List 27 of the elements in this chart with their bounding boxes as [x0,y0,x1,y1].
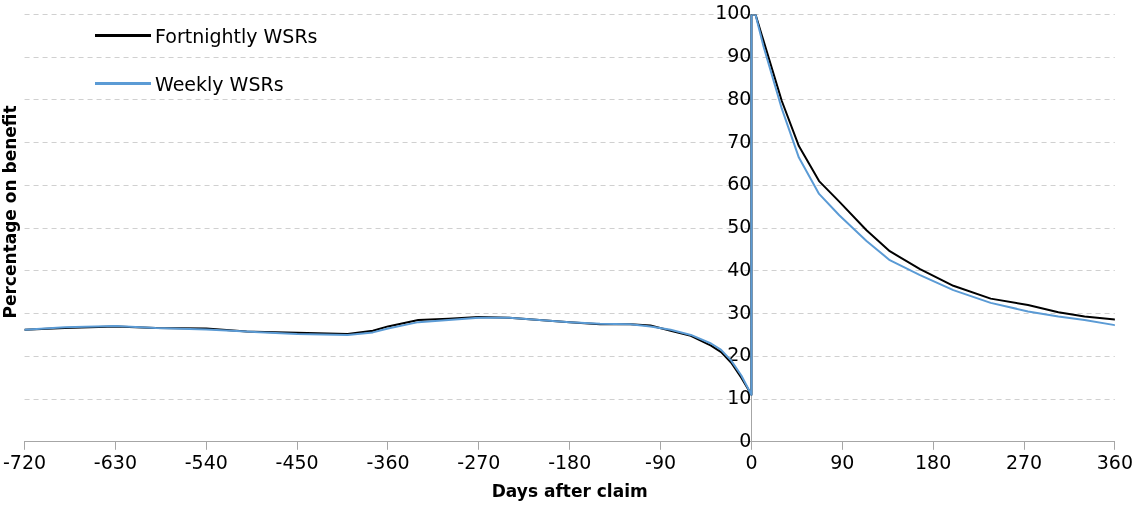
x-tick-label: 270 [1005,451,1043,474]
y-tick-label: 70 [727,129,752,152]
x-tick-label: 180 [915,451,952,474]
x-tick-label: -90 [645,451,677,474]
x-tick-label: -540 [184,451,228,474]
y-tick-label: 60 [727,172,752,195]
x-tick-label: -180 [548,451,592,474]
y-tick-label: 20 [727,343,752,366]
y-tick-label: 30 [727,300,752,323]
x-tick-label: -270 [457,451,501,474]
x-tick-label: 90 [830,451,855,474]
x-tick-label: -450 [275,451,319,474]
x-tick-label: 360 [1096,451,1133,474]
legend-label: Fortnightly WSRs [155,24,318,47]
x-tick-label: -630 [93,451,137,474]
y-tick-label: 10 [727,386,752,408]
y-tick-label: 100 [715,1,752,24]
y-tick-label: 40 [727,257,752,280]
x-tick-label: -720 [3,451,47,474]
legend-label: Weekly WSRs [155,72,284,95]
x-tick-label: -360 [366,451,410,474]
y-tick-label: 90 [727,44,752,67]
y-tick-label: 50 [727,215,752,238]
y-tick-label: 80 [727,86,752,109]
x-axis-title: Days after claim [491,481,648,502]
y-axis-title: Percentage on benefit [0,104,21,321]
y-tick-label: 0 [739,428,752,451]
